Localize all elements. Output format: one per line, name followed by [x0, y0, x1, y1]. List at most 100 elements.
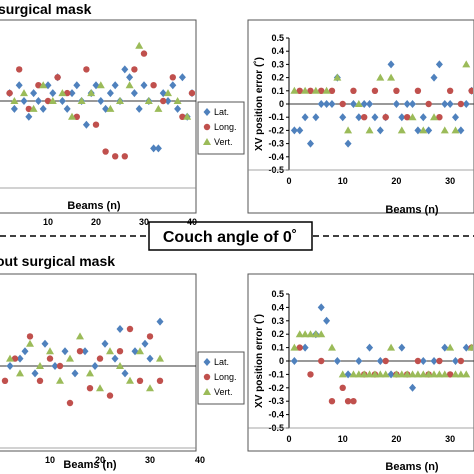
point-lat	[174, 104, 182, 113]
point-lat	[462, 343, 470, 352]
point-vert	[360, 370, 369, 378]
point-lat	[156, 317, 164, 326]
point-lat	[290, 357, 298, 365]
point-lat	[419, 113, 427, 122]
point-vert	[156, 354, 164, 362]
point-long	[156, 377, 164, 384]
point-lat	[323, 316, 331, 325]
point-lat	[387, 60, 395, 69]
point-lat	[25, 112, 33, 121]
point-long	[414, 87, 422, 95]
point-long	[73, 113, 81, 121]
point-lat	[446, 100, 454, 108]
point-vert	[58, 89, 67, 97]
y-axis-label: XV position error (˚)	[253, 57, 265, 151]
point-lat	[360, 100, 368, 108]
data-points	[290, 60, 473, 148]
plot-frame	[0, 273, 197, 452]
point-vert	[387, 73, 396, 81]
point-lat	[409, 100, 417, 108]
point-vert	[86, 369, 94, 377]
point-lat	[301, 343, 309, 352]
point-vert	[301, 86, 310, 94]
y-tick-label: 0.1	[271, 86, 284, 96]
point-vert	[77, 97, 86, 104]
y-tick-label: 0.4	[271, 46, 284, 56]
x-tick-label: 30	[445, 434, 455, 444]
point-vert	[136, 347, 144, 355]
point-vert	[440, 126, 449, 134]
point-lat	[371, 113, 379, 122]
point-vert	[381, 370, 390, 378]
data-points	[290, 303, 473, 405]
plot-frame	[247, 19, 474, 214]
point-long	[425, 100, 432, 108]
point-vert	[290, 86, 299, 94]
point-vert	[106, 104, 115, 112]
x-tick-label: 10	[43, 217, 53, 227]
data-points	[6, 41, 195, 160]
point-lat	[68, 89, 76, 98]
point-vert	[290, 343, 299, 351]
point-vert	[424, 370, 433, 378]
x-tick-label: 10	[338, 434, 348, 444]
point-lat	[344, 370, 352, 379]
y-tick-label: 0.5	[271, 33, 284, 43]
point-long	[160, 97, 167, 105]
point-lat	[82, 120, 90, 129]
plot-frame	[0, 19, 197, 214]
point-lat	[164, 97, 172, 105]
point-lat	[111, 354, 119, 363]
point-vert	[397, 126, 406, 134]
point-lat	[178, 73, 186, 82]
point-vert	[430, 370, 439, 378]
point-vert	[46, 347, 54, 355]
point-vert	[430, 113, 439, 121]
x-axis-label: Beams (n)	[385, 461, 439, 473]
point-long	[169, 74, 176, 81]
legend: Lat. Long. Vert.	[197, 351, 245, 405]
point-long	[188, 89, 195, 97]
point-lat	[339, 113, 347, 122]
point-lat	[323, 100, 331, 108]
point-long	[318, 357, 325, 365]
point-lat	[312, 113, 320, 122]
point-vert	[344, 126, 353, 134]
point-long	[468, 87, 473, 94]
y-tick-label: -0.4	[268, 410, 284, 420]
point-long	[140, 50, 148, 57]
point-long	[403, 114, 411, 121]
top-section-heading: surgical mask	[0, 1, 92, 17]
point-lat	[355, 113, 363, 122]
point-lat	[392, 100, 400, 108]
point-lat	[106, 89, 114, 98]
point-lat	[16, 354, 24, 363]
point-vert	[456, 370, 465, 378]
point-lat	[6, 362, 14, 370]
point-vert	[295, 330, 304, 338]
point-lat	[169, 81, 177, 90]
point-lat	[130, 89, 138, 98]
y-tick-label: 0.2	[271, 329, 284, 339]
point-vert	[462, 370, 471, 378]
y-tick-label: -0.4	[268, 152, 284, 162]
point-vert	[66, 354, 74, 362]
point-long	[96, 355, 104, 362]
point-vert	[462, 60, 471, 68]
y-tick-label: -0.1	[268, 369, 284, 379]
point-lat	[21, 347, 29, 356]
point-lat	[462, 100, 470, 108]
point-lat	[296, 126, 304, 135]
legend-marker	[203, 123, 211, 131]
legend-label: Vert.	[214, 387, 233, 397]
point-long	[136, 377, 144, 384]
point-lat	[101, 339, 109, 348]
point-vert	[365, 126, 374, 134]
y-axis-label: XV position error (˚)	[253, 314, 265, 408]
point-vert	[144, 97, 153, 104]
point-vert	[125, 81, 134, 89]
x-tick-label: 10	[45, 455, 55, 465]
point-lat	[141, 339, 149, 348]
y-tick-label: 0.4	[271, 302, 284, 312]
point-long	[6, 89, 13, 97]
